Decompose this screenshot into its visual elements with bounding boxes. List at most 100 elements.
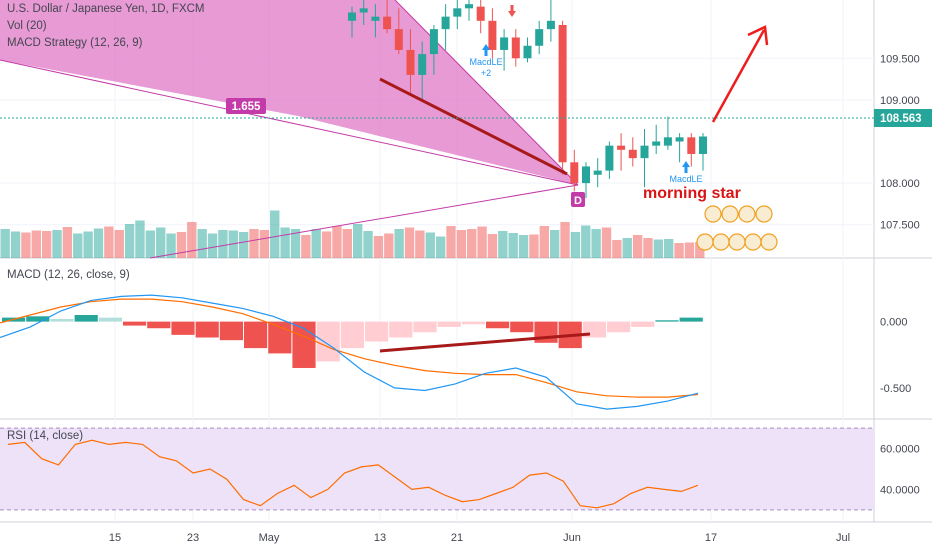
pattern-ratio-label: 1.655 [232,101,261,113]
event-icon[interactable] [760,233,778,251]
macd-legend[interactable]: MACD (12, 26, close, 9) [7,269,130,281]
macd-histogram-bar [74,314,98,322]
macd-histogram-bar [413,321,437,333]
macd-histogram-bar [655,320,679,322]
volume-bar [332,226,342,258]
candle-body [535,29,544,46]
candle-body [476,6,485,21]
time-axis-labels: 15 23 May 13 21 Jun 17 Jul [109,532,850,544]
time-tick-label: Jul [836,532,850,544]
volume-bars [0,210,705,258]
volume-bar [280,227,290,258]
macd-histogram-bar [292,321,316,368]
last-price-badge: 108.563 [874,109,932,127]
volume-bar [238,232,249,258]
volume-bar [518,235,529,258]
volume-bar [425,232,435,258]
volume-bar [373,236,384,258]
event-icon[interactable] [738,205,756,223]
volume-bar [62,227,73,258]
volume-bar [570,232,581,258]
pattern-text-annotation[interactable]: morning star [643,185,741,202]
pattern-cd-leg [394,0,579,186]
volume-bar [363,231,373,258]
volume-bar [446,226,456,258]
rsi-tick-label: 60.0000 [880,444,920,456]
pattern-xd-leg [0,59,579,186]
volume-bar [41,231,52,258]
volume-bar [207,233,218,258]
volume-bar [684,242,695,258]
macd-histogram-bar [147,321,171,329]
macd-histogram-bar [486,321,510,329]
volume-bar [549,230,560,258]
candle-body [441,16,450,30]
price-trendline[interactable] [379,77,568,176]
candle-body [394,29,403,50]
rsi-line [7,439,699,509]
volume-bar [529,234,539,258]
event-icon[interactable] [755,205,773,223]
candle-body [359,8,368,13]
volume-bar [601,227,612,258]
macd-histogram-bar [195,321,219,338]
macd-histogram-bar [123,321,147,326]
volume-bar [114,230,124,258]
us-flag-icon[interactable] [696,233,714,251]
volume-bar [259,230,270,258]
signal-sublabel: +2 [481,68,491,78]
volume-bar [0,229,10,258]
volume-legend[interactable]: Vol (20) [7,20,47,32]
volume-bar [290,229,301,258]
pattern-point-badge [571,192,585,207]
economic-events[interactable] [696,205,778,251]
candle-body [523,45,532,59]
price-tick-label: 107.500 [880,220,920,232]
time-tick-label: 23 [187,532,199,544]
event-icon[interactable] [744,233,762,251]
candle-body [418,54,427,75]
candle-body [617,145,626,150]
candle-body [570,162,579,184]
price-tick-label: 109.500 [880,53,920,65]
candle-body [652,141,661,146]
us-flag-icon[interactable] [704,205,722,223]
candle-body [453,8,462,17]
time-tick-label: Jun [563,532,581,544]
strategy-legend[interactable]: MACD Strategy (12, 26, 9) [7,37,143,49]
symbol-title[interactable]: U.S. Dollar / Japanese Yen, 1D, FXCM [7,3,205,15]
macd-histogram-bar [244,321,268,349]
macd-histogram-bar [219,321,243,341]
event-icon[interactable] [728,233,746,251]
volume-bar [353,224,363,258]
macd-trendline[interactable] [379,332,591,353]
volume-bar [311,229,321,258]
volume-bar [321,231,332,258]
candle-body [687,137,696,154]
volume-bar [187,222,197,258]
time-tick-label: 15 [109,532,121,544]
macd-histogram-bar [631,321,655,327]
volume-bar [581,225,591,258]
volume-bar [394,229,404,258]
pattern-point-label: D [574,195,582,207]
signal-label: MacdLE [669,174,702,184]
volume-bar [135,220,145,258]
forecast-arrow[interactable] [711,25,769,123]
candle-body [348,12,356,21]
candle-body [582,166,590,184]
candle-body [640,145,649,159]
macd-histogram-bar [316,321,340,362]
candlestick-series [348,0,707,199]
us-flag-icon[interactable] [721,205,739,223]
volume-bar [415,230,425,258]
volume-bar [560,222,570,258]
event-icon[interactable] [712,233,730,251]
signal-macdle-2: MacdLE [669,161,703,184]
rsi-legend[interactable]: RSI (14, close) [7,430,84,442]
candle-body [675,137,684,142]
volume-bar [498,231,508,258]
pattern-ratio-badge [226,98,266,114]
candle-body [383,16,392,30]
